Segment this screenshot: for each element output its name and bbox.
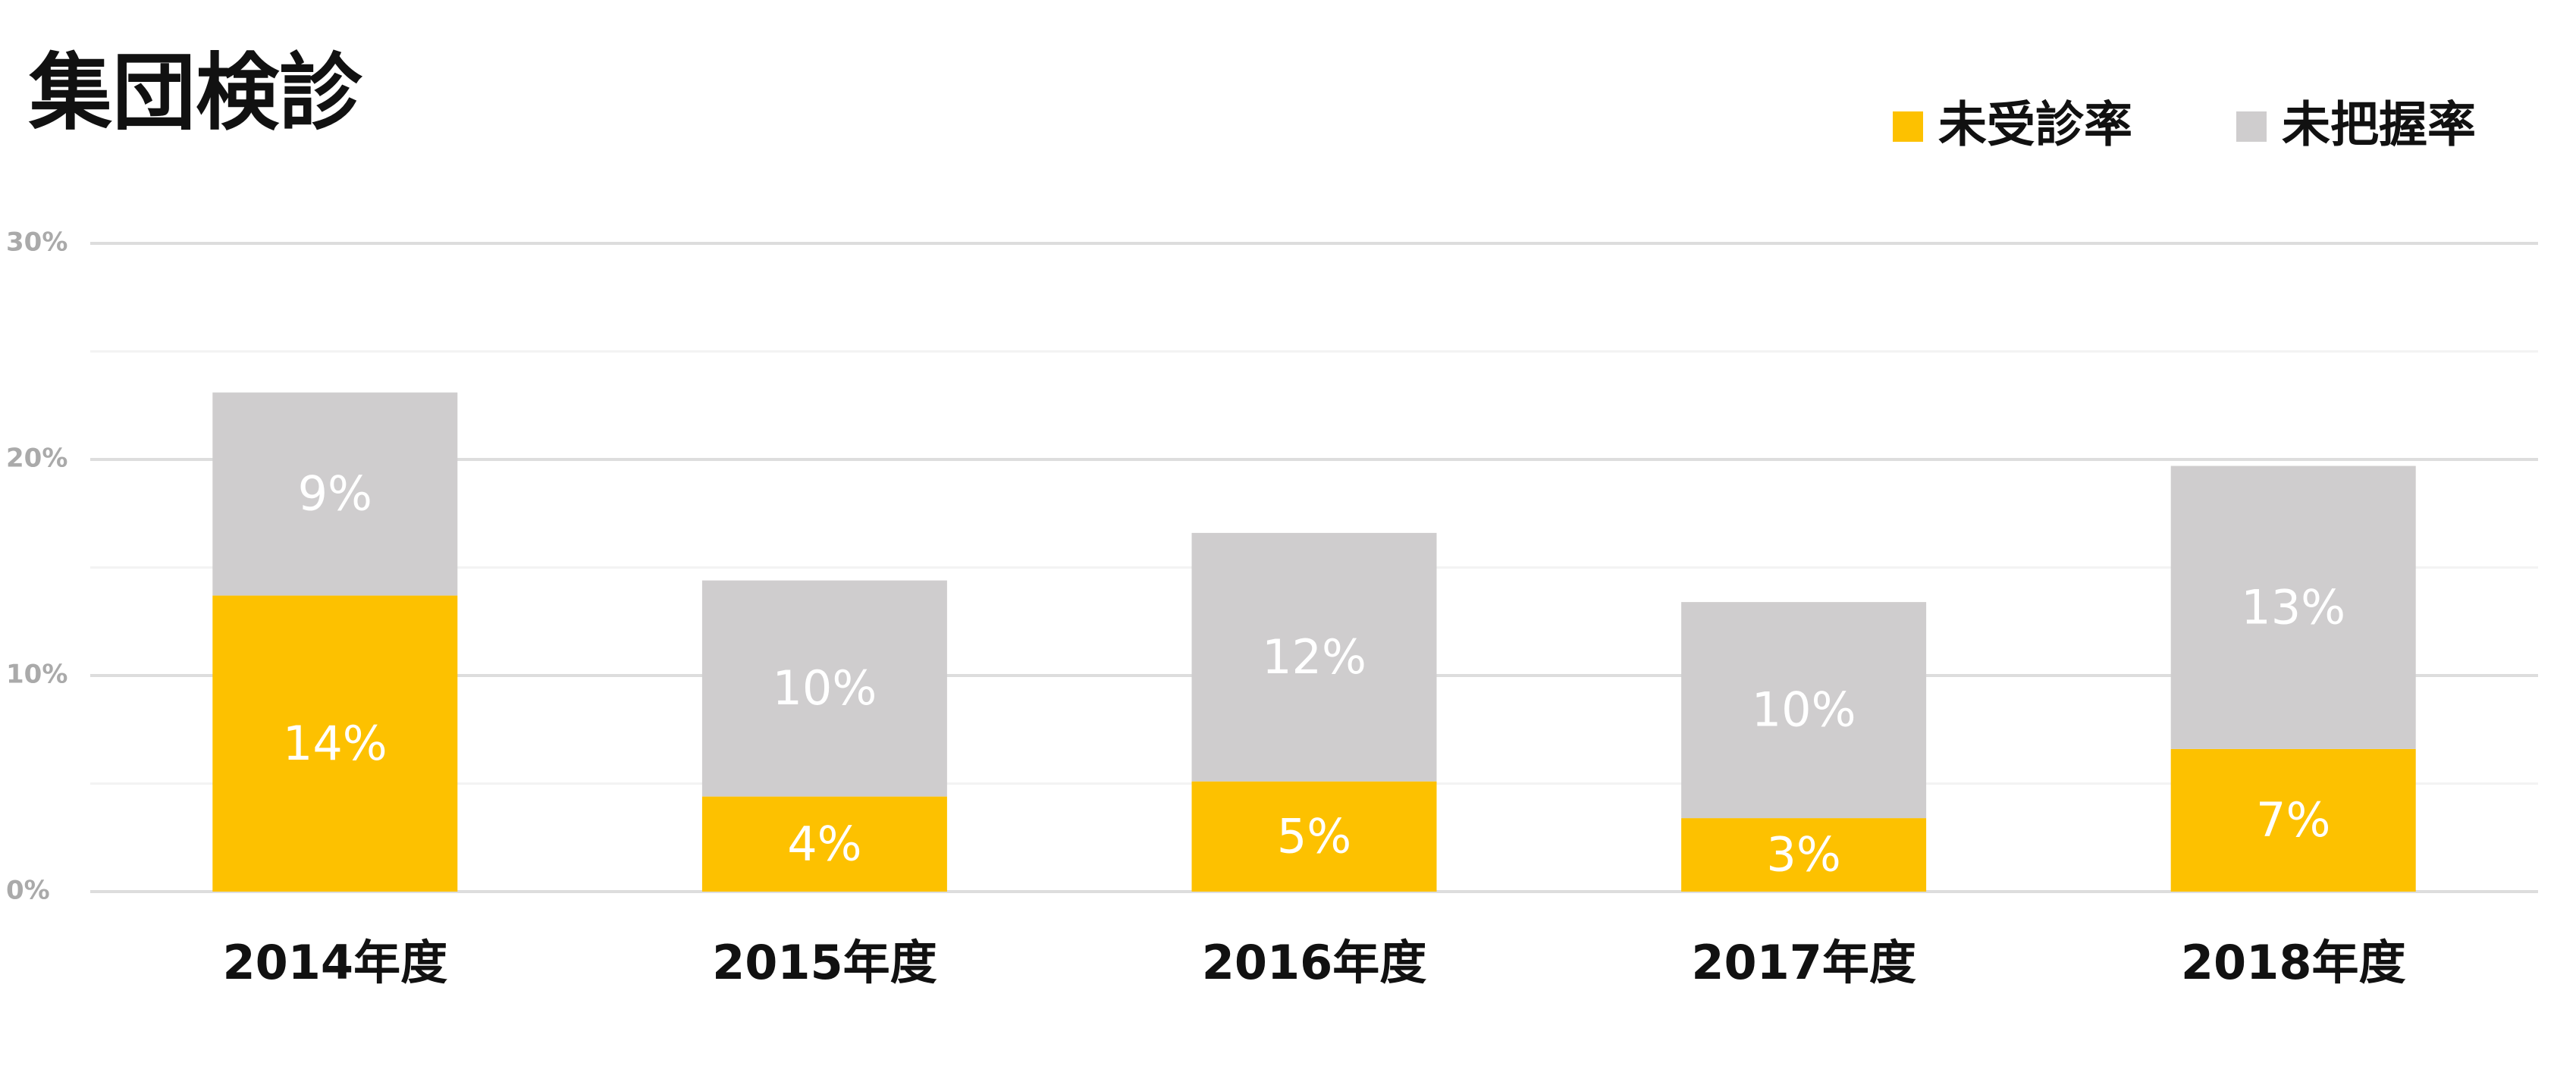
bar-segment [1681, 602, 1927, 819]
bar-segment [701, 580, 947, 797]
y-tick-label: 10% [6, 660, 67, 690]
bar-segment [1191, 781, 1437, 892]
data-label: 3% [1766, 827, 1840, 883]
legend-label: 未把握率 [2282, 98, 2476, 154]
data-label: 10% [772, 660, 877, 716]
chart-title: 集団検診 [28, 44, 363, 141]
y-tick-label: 0% [6, 876, 50, 906]
bar-segment [1191, 532, 1437, 782]
data-label: 9% [298, 466, 372, 522]
x-tick-label: 2014年度 [223, 935, 448, 990]
x-tick-label: 2016年度 [1202, 935, 1427, 990]
y-tick-label: 30% [6, 227, 67, 258]
legend-label: 未受診率 [1938, 98, 2132, 154]
bar-segment [1681, 818, 1927, 892]
bar-segment [2170, 466, 2416, 749]
bar-segment [212, 392, 458, 596]
data-label: 12% [1262, 629, 1366, 685]
data-label: 13% [2241, 579, 2345, 635]
x-tick-label: 2018年度 [2181, 935, 2406, 990]
data-label: 14% [283, 716, 387, 771]
y-tick-label: 20% [6, 444, 67, 474]
x-tick-label: 2015年度 [712, 935, 937, 990]
data-label: 4% [787, 816, 861, 871]
bar-segment [212, 595, 458, 892]
bar-segment [2170, 748, 2416, 892]
legend-swatch [1893, 111, 1923, 142]
legend-swatch [2236, 111, 2267, 142]
x-tick-label: 2017年度 [1691, 935, 1916, 990]
data-label: 10% [1752, 682, 1856, 738]
data-label: 7% [2256, 792, 2330, 848]
bar-segment [701, 796, 947, 892]
data-label: 5% [1277, 808, 1351, 864]
